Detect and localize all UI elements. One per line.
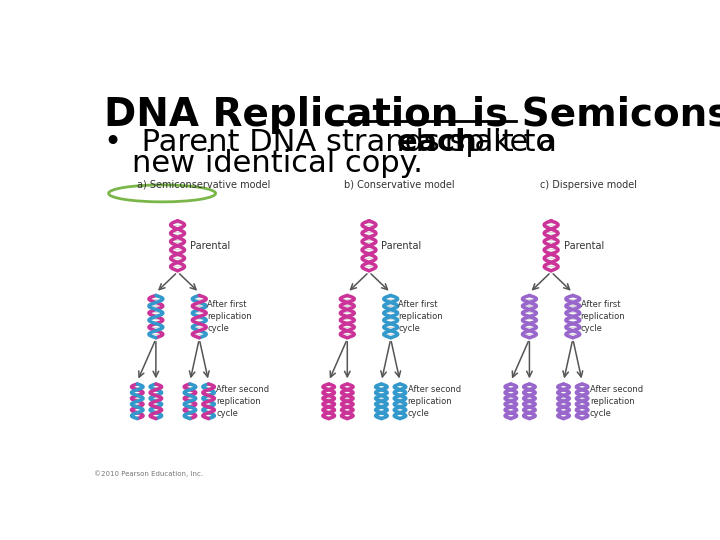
Text: After first
replication
cycle: After first replication cycle: [398, 300, 443, 333]
Text: Parental: Parental: [382, 241, 422, 251]
Text: DNA Replication is Semiconservative: DNA Replication is Semiconservative: [104, 96, 720, 133]
Text: make a: make a: [435, 128, 557, 157]
Text: After second
replication
cycle: After second replication cycle: [590, 385, 643, 417]
Text: each: each: [397, 128, 478, 157]
Text: After first
replication
cycle: After first replication cycle: [207, 300, 252, 333]
Text: ©2010 Pearson Education, Inc.: ©2010 Pearson Education, Inc.: [94, 470, 203, 477]
Text: b) Conservative model: b) Conservative model: [344, 179, 455, 190]
Text: new identical copy.: new identical copy.: [132, 150, 423, 179]
Text: a) Semiconservative model: a) Semiconservative model: [138, 179, 271, 190]
Text: Parental: Parental: [564, 241, 604, 251]
Text: c) Dispersive model: c) Dispersive model: [539, 179, 636, 190]
Text: After second
replication
cycle: After second replication cycle: [216, 385, 269, 417]
Text: •  Parent DNA strands split to: • Parent DNA strands split to: [104, 128, 564, 157]
Text: After second
replication
cycle: After second replication cycle: [408, 385, 461, 417]
Text: After first
replication
cycle: After first replication cycle: [580, 300, 625, 333]
Text: Parental: Parental: [190, 241, 230, 251]
